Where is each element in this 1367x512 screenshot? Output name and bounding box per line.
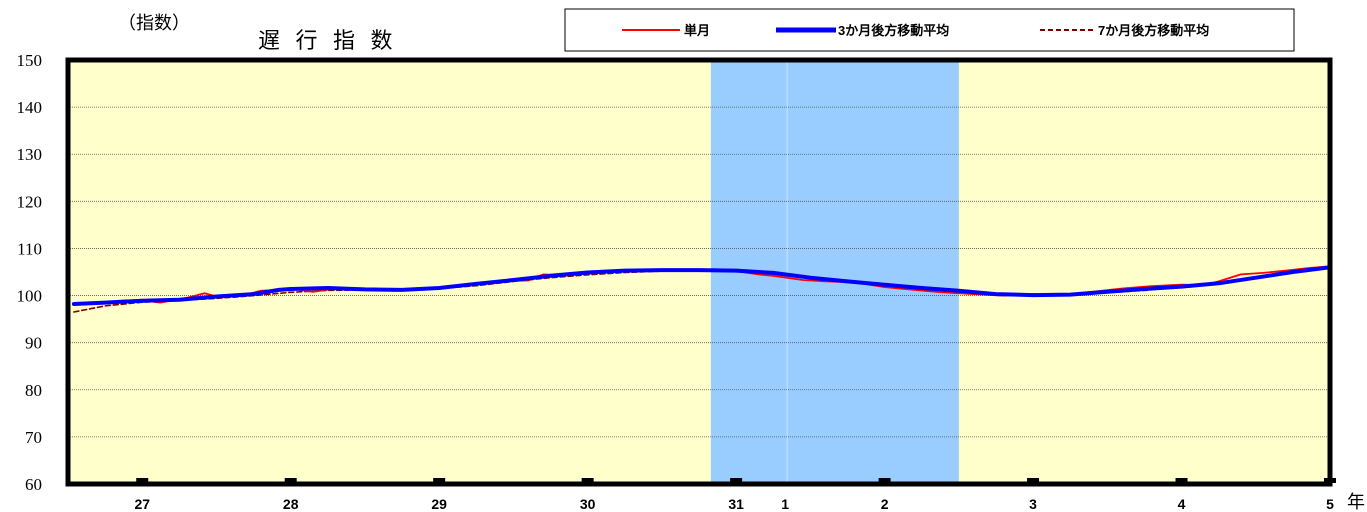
y-tick-label-70: 70	[25, 428, 42, 447]
y-tick-label-80: 80	[25, 381, 42, 400]
x-tick-label-5: 5	[1326, 496, 1334, 512]
x-tick-mark-28	[284, 478, 297, 483]
y-tick-label-130: 130	[17, 145, 43, 164]
y-tick-label-60: 60	[25, 475, 42, 494]
y-tick-label-100: 100	[17, 287, 43, 306]
legend-label-7month-avg: 7か月後方移動平均	[1098, 23, 1209, 38]
series-line-1	[71, 265, 1332, 306]
x-tick-label-3: 3	[1029, 496, 1037, 512]
legend-label-3month-avg: 3か月後方移動平均	[838, 23, 949, 38]
x-tick-label-27: 27	[134, 496, 150, 512]
plot-frame	[65, 57, 1333, 487]
series-layer	[71, 265, 1332, 313]
x-axis-unit-label: 年	[1347, 492, 1365, 512]
y-axis-unit-label: （指数）	[118, 13, 190, 33]
y-tick-labels: 60 70 80 90 100 110 120 130 140 150	[17, 51, 43, 494]
x-tick-labels: 27 28 29 30 31 1 2 3 4 5	[134, 496, 1334, 512]
x-tick-mark-4	[1175, 478, 1188, 483]
x-tick-label-30: 30	[580, 496, 596, 512]
y-tick-label-120: 120	[17, 192, 43, 211]
legend-box	[564, 8, 1295, 52]
x-tick-label-1: 1	[781, 496, 789, 512]
x-tick-label-2: 2	[881, 496, 889, 512]
x-tick-mark-29	[433, 478, 446, 483]
x-tick-label-28: 28	[283, 496, 299, 512]
x-tick-mark-5	[1324, 478, 1336, 483]
x-tick-mark-31	[730, 478, 743, 483]
x-tick-mark-27	[136, 478, 149, 483]
y-tick-label-90: 90	[25, 334, 42, 353]
y-tick-label-110: 110	[17, 239, 42, 258]
x-tick-label-4: 4	[1178, 496, 1186, 512]
legend: 単月 3か月後方移動平均 7か月後方移動平均	[564, 8, 1295, 52]
x-tick-mark-2	[878, 478, 891, 483]
x-tick-marks	[136, 478, 1336, 483]
x-tick-label-29: 29	[431, 496, 447, 512]
legend-label-single-month: 単月	[684, 23, 710, 38]
x-tick-mark-30	[581, 478, 594, 483]
x-tick-mark-3	[1027, 478, 1040, 483]
chart-title: 遅 行 指 数	[258, 28, 398, 53]
y-tick-label-140: 140	[17, 98, 43, 117]
gridline-layer	[68, 106, 1330, 438]
y-tick-label-150: 150	[17, 51, 43, 70]
x-tick-label-31: 31	[728, 496, 744, 512]
